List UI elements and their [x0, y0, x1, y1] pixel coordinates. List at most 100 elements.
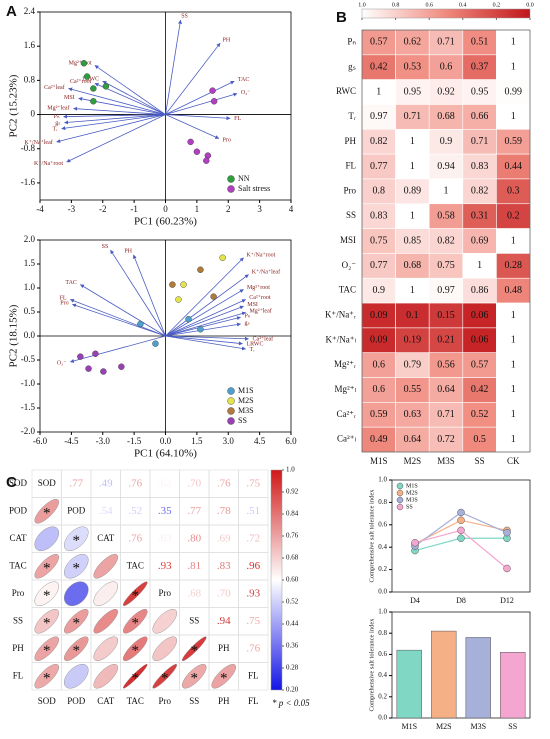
significance-mark: * — [132, 671, 140, 687]
cell-value: 0.85 — [404, 235, 422, 246]
data-point — [503, 564, 511, 573]
row-label: gₛ — [348, 61, 356, 71]
legend-label: M3S — [406, 497, 418, 503]
cell-value: 0.97 — [370, 111, 388, 122]
corr-value: .51 — [246, 505, 260, 517]
loading-arrow — [165, 305, 244, 337]
cell-value: 0.95 — [404, 86, 422, 97]
corr-value: .78 — [217, 505, 231, 517]
data-point — [180, 281, 187, 288]
corr-value: .75 — [246, 615, 260, 627]
row-label: FL — [13, 670, 24, 680]
y-tick-label: 0.6 — [378, 520, 387, 528]
loading-arrow — [73, 106, 166, 115]
heat-cell — [462, 54, 497, 80]
cell-value: 0.42 — [471, 384, 489, 395]
loading-arrow — [63, 114, 166, 119]
loading-arrow — [165, 19, 182, 115]
diagonal-label: CAT — [97, 533, 115, 543]
cell-value: 1 — [511, 384, 516, 395]
y-tick-label: 0.4 — [378, 671, 387, 679]
legend-marker — [396, 482, 404, 490]
y-tick-label: 0.2 — [378, 692, 387, 700]
loading-label: Mg²⁺leaf — [47, 105, 69, 112]
corr-ellipse — [34, 663, 60, 689]
loading-arrow — [72, 303, 166, 337]
colorbar — [270, 469, 283, 691]
heat-cell — [395, 277, 430, 304]
bar — [465, 637, 491, 719]
cell-value: 0.59 — [370, 409, 388, 420]
diagonal-label: PH — [218, 643, 230, 653]
significance-mark: * — [132, 588, 140, 604]
row-label: SS — [346, 210, 356, 220]
heat-cell — [395, 426, 430, 453]
heat-cell — [462, 277, 497, 304]
significance-mark: * — [43, 643, 51, 659]
cell-value: 0.62 — [404, 37, 422, 48]
data-point — [137, 320, 144, 328]
loading-label: PH — [124, 249, 132, 255]
heatmap-frame — [361, 29, 531, 453]
significance-mark: * — [132, 616, 140, 632]
diagonal-label: SS — [189, 615, 199, 625]
y-tick-label: 0.4 — [378, 543, 387, 551]
column-label: Pro — [158, 696, 171, 706]
data-point — [197, 326, 204, 333]
row-label: K⁺/Na⁺ₗ — [326, 334, 357, 344]
cell-value: 0.72 — [437, 434, 455, 445]
column-label: M2S — [404, 456, 422, 466]
corr-ellipse — [63, 663, 89, 689]
x-tick-label: M2S — [436, 722, 452, 731]
cell-value: 0.5 — [473, 434, 486, 445]
corr-value: .80 — [187, 532, 201, 544]
heat-cell — [395, 128, 430, 155]
colorbar-label: 0.60 — [286, 576, 299, 584]
heat-cell — [395, 302, 430, 329]
data-point — [85, 365, 92, 372]
data-point — [152, 340, 159, 347]
x-tick-label: -1 — [130, 204, 138, 214]
cell-value: 1 — [410, 136, 415, 147]
legend-label: SS — [238, 416, 247, 425]
significance-mark: * — [220, 671, 228, 687]
data-point — [102, 83, 110, 90]
data-point — [209, 87, 216, 94]
row-label: PH — [344, 136, 356, 146]
y-tick-label: -1.0 — [21, 378, 36, 388]
loading-arrow — [102, 80, 166, 115]
loading-arrow — [94, 65, 166, 115]
cell-value: 0.56 — [437, 359, 455, 370]
y-tick-label: 0.8 — [378, 629, 387, 637]
row-label: FL — [345, 161, 356, 171]
cell-value: 0.66 — [471, 111, 489, 122]
loading-arrow — [165, 114, 220, 139]
data-point — [175, 296, 182, 303]
cell-value: 1 — [511, 335, 516, 346]
heat-cell — [428, 228, 464, 254]
cell-value: 1 — [511, 434, 516, 445]
cell-value: 1 — [477, 260, 482, 271]
data-point — [77, 353, 84, 360]
loading-label: Ca²⁺root — [70, 78, 92, 85]
diagonal-label: Pro — [158, 588, 171, 598]
heat-cell — [462, 253, 497, 279]
heat-cell — [496, 327, 531, 354]
x-tick-label: D8 — [456, 596, 466, 605]
cell-value: 0.09 — [370, 310, 388, 321]
column-label: PH — [218, 696, 230, 706]
loading-label: MSI — [64, 95, 75, 101]
panel-label: A — [6, 3, 17, 20]
x-tick-label: M3S — [470, 722, 486, 731]
y-tick-label: 0.6 — [378, 650, 387, 658]
loading-label: Pₙ — [54, 114, 60, 120]
significance-mark: * — [191, 671, 199, 687]
heat-cell — [428, 153, 464, 180]
y-tick-label: 1.0 — [24, 282, 36, 292]
heat-cell — [395, 104, 430, 130]
legend-marker — [227, 185, 235, 193]
loading-label: TAC — [65, 280, 77, 286]
cell-value: 0.77 — [370, 161, 388, 172]
y-tick-label: 0.8 — [378, 498, 387, 506]
cell-value: 0.82 — [471, 186, 489, 197]
